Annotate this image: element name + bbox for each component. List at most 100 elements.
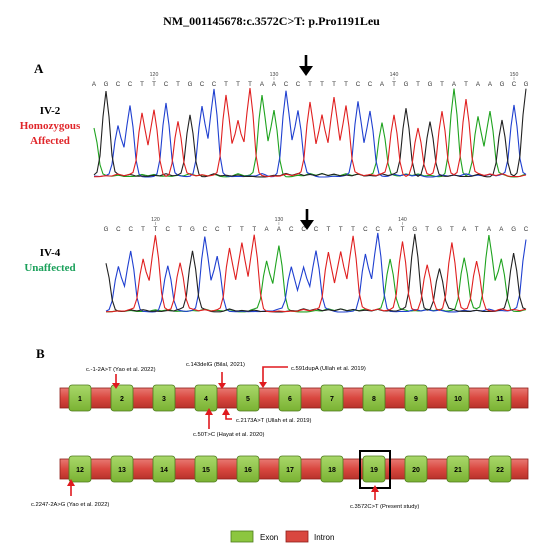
- arrowhead-c591dupA: [259, 382, 267, 388]
- sequence-base: C: [314, 226, 319, 233]
- exon-19: [362, 455, 386, 483]
- exon-3: [152, 384, 176, 412]
- sequence-base: T: [178, 226, 182, 233]
- exon-20-label: 20: [412, 467, 420, 474]
- exon-11: [488, 384, 512, 412]
- exon-5-label: 5: [246, 396, 250, 403]
- sequence-base: T: [450, 226, 454, 233]
- sample-iv2-label: IV-2 Homozygous Affected: [10, 104, 90, 149]
- exon-8: [362, 384, 386, 412]
- sequence-base: C: [301, 226, 306, 233]
- sequence-base: A: [488, 81, 493, 88]
- arrowhead-c-1-2AT: [112, 383, 120, 389]
- sequence-base: A: [452, 81, 457, 88]
- sequence-base: C: [164, 81, 169, 88]
- mutation-arrow-iv4: [300, 209, 314, 230]
- sequence-base: G: [104, 226, 109, 233]
- exon-20: [404, 455, 428, 483]
- sample-iv4-label: IV-4 Unaffected: [10, 246, 90, 276]
- arrowhead-c3572CT: [371, 485, 379, 492]
- exon-7: [320, 384, 344, 412]
- arrowhead-c2173AT: [222, 408, 230, 415]
- sequence-base: T: [308, 81, 312, 88]
- sequence-base: G: [412, 226, 417, 233]
- sequence-base: G: [104, 81, 109, 88]
- sequence-base: T: [416, 81, 420, 88]
- exon-22: [488, 455, 512, 483]
- sequence-base: T: [320, 81, 324, 88]
- arrowhead-c2247-2AG: [67, 479, 75, 486]
- exon-17-label: 17: [286, 467, 294, 474]
- exon-15: [194, 455, 218, 483]
- exon-8-label: 8: [372, 396, 376, 403]
- sequence-base: G: [437, 226, 442, 233]
- sequence-base: C: [203, 226, 208, 233]
- exon-6: [278, 384, 302, 412]
- legend-intron-label: Intron: [314, 533, 334, 542]
- exon-5: [236, 384, 260, 412]
- sample-iv2-status-line2: Affected: [30, 135, 70, 147]
- sequence-base: T: [475, 226, 479, 233]
- sequence-base: C: [128, 226, 133, 233]
- exon-19-label: 19: [370, 467, 378, 474]
- exon-22-label: 22: [496, 467, 504, 474]
- position-tick-label: 130: [275, 217, 284, 223]
- sequence-base: C: [512, 81, 517, 88]
- exon-17: [278, 455, 302, 483]
- sequence-base: C: [166, 226, 171, 233]
- sequence-base: C: [284, 81, 289, 88]
- exon-21: [446, 455, 470, 483]
- annotation-c50TC: c.50T>C (Hayat et al. 2020): [193, 432, 264, 438]
- sequence-base: T: [440, 81, 444, 88]
- exon-9-label: 9: [414, 396, 418, 403]
- annotation-c2173AT: c.2173A>T (Ullah et al. 2019): [236, 418, 312, 424]
- sequence-base: C: [289, 226, 294, 233]
- exon-21-label: 21: [454, 467, 462, 474]
- sequence-base: T: [240, 226, 244, 233]
- sequence-base: T: [152, 81, 156, 88]
- exon-18-label: 18: [328, 467, 336, 474]
- sequence-base: C: [296, 81, 301, 88]
- exon-10: [446, 384, 470, 412]
- sequence-base: T: [140, 81, 144, 88]
- sequence-base: A: [380, 81, 385, 88]
- exon-10-label: 10: [454, 396, 462, 403]
- position-tick-label: 120: [150, 72, 159, 78]
- exon-12: [68, 455, 92, 483]
- sequence-base: T: [464, 81, 468, 88]
- annotation-c-1-2AT: c.-1-2A>T (Yao et al. 2022): [86, 367, 156, 373]
- trace-C: [105, 232, 527, 313]
- exon-15-label: 15: [202, 467, 210, 474]
- sequence-base: A: [388, 226, 393, 233]
- sequence-base: T: [236, 81, 240, 88]
- annotation-c2247-2AG: c.2247-2A>G (Yao et al. 2022): [31, 502, 109, 508]
- legend-exon-swatch: [230, 530, 254, 543]
- gene-structure-diagram: 1 2 3 4 5 6 7 8 9 10 11 12 13 14 15 16 17 18 19 20 21 22 c.-…: [31, 362, 529, 543]
- sequence-base: T: [339, 226, 343, 233]
- mutation-arrow-iv2: [299, 55, 313, 76]
- exon-2-label: 2: [120, 396, 124, 403]
- exon-16: [236, 455, 260, 483]
- sequence-base: G: [188, 81, 193, 88]
- sequence-base: A: [462, 226, 467, 233]
- sequence-base: C: [128, 81, 133, 88]
- sequence-base: C: [524, 226, 529, 233]
- exon-16-label: 16: [244, 467, 252, 474]
- sequence-base: T: [344, 81, 348, 88]
- exon-4: [194, 384, 218, 412]
- sequence-base: G: [190, 226, 195, 233]
- panel-a-label: A: [34, 61, 44, 76]
- position-tick-label: 130: [270, 72, 279, 78]
- sample-iv4-status: Unaffected: [24, 262, 76, 274]
- sequence-base: T: [154, 226, 158, 233]
- sequence-base: C: [116, 81, 121, 88]
- sequence-base: C: [368, 81, 373, 88]
- sequence-base: T: [401, 226, 405, 233]
- legend-intron-swatch: [285, 530, 309, 543]
- sequence-base: A: [487, 226, 492, 233]
- sequence-base: G: [524, 81, 529, 88]
- sequence-base: A: [476, 81, 481, 88]
- sequence-base: A: [272, 81, 277, 88]
- figure-title: NM_001145678:c.3572C>T: p.Pro1191Leu: [163, 14, 380, 28]
